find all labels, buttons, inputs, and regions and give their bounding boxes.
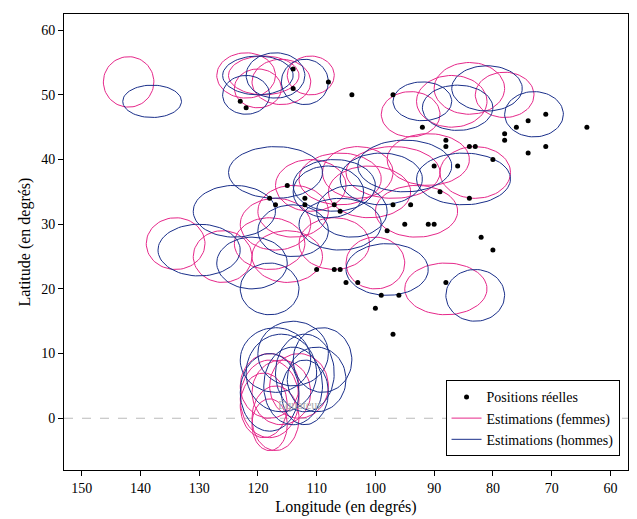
svg-text:40: 40 (41, 152, 55, 167)
svg-text:130: 130 (189, 481, 210, 496)
svg-text:30: 30 (41, 217, 55, 232)
svg-text:70: 70 (545, 481, 559, 496)
svg-text:80: 80 (486, 481, 500, 496)
svg-text:Estimations (femmes): Estimations (femmes) (487, 412, 611, 428)
svg-text:Longitude (en degrés): Longitude (en degrés) (275, 498, 416, 516)
svg-text:110: 110 (306, 481, 326, 496)
svg-text:150: 150 (71, 481, 92, 496)
svg-text:60: 60 (603, 481, 617, 496)
svg-text:Latitude (en degrés): Latitude (en degrés) (16, 178, 34, 307)
svg-text:90: 90 (427, 481, 441, 496)
svg-text:140: 140 (130, 481, 151, 496)
svg-text:10: 10 (41, 346, 55, 361)
svg-text:50: 50 (41, 88, 55, 103)
svg-text:60: 60 (41, 23, 55, 38)
svg-text:120: 120 (247, 481, 268, 496)
svg-text:Positions réelles: Positions réelles (487, 390, 578, 405)
svg-text:0: 0 (48, 411, 55, 426)
svg-text:100: 100 (365, 481, 386, 496)
svg-text:20: 20 (41, 282, 55, 297)
svg-text:Estimations (hommes): Estimations (hommes) (487, 433, 614, 449)
svg-text:Équateur: Équateur (278, 398, 321, 412)
